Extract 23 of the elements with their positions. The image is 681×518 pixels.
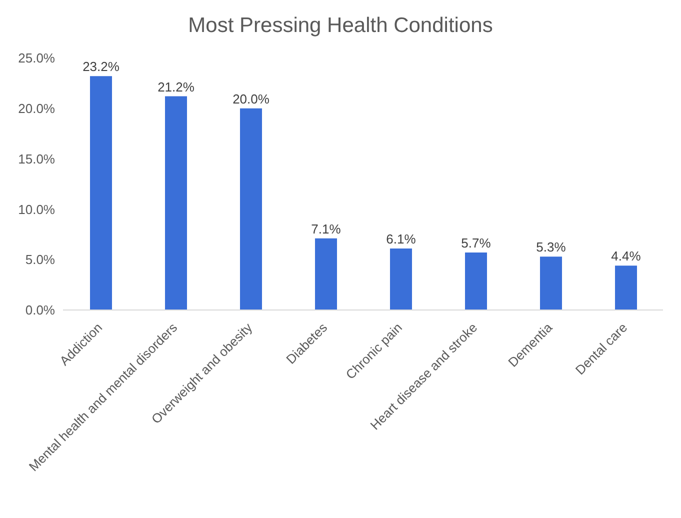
data-label: 6.1% bbox=[386, 232, 416, 247]
bar bbox=[90, 76, 112, 310]
bar bbox=[240, 108, 262, 310]
data-label: 20.0% bbox=[232, 91, 270, 106]
bar bbox=[615, 266, 637, 310]
y-tick-label: 15.0% bbox=[18, 151, 56, 166]
chart-title: Most Pressing Health Conditions bbox=[187, 13, 494, 39]
data-label: 5.7% bbox=[461, 236, 492, 251]
bar bbox=[165, 96, 187, 310]
y-tick-label: 5.0% bbox=[25, 252, 56, 268]
data-label: 5.3% bbox=[536, 240, 566, 255]
data-label: 4.4% bbox=[611, 248, 642, 264]
bar bbox=[540, 256, 562, 310]
data-label: 23.2% bbox=[82, 59, 120, 74]
y-tick-label: 25.0% bbox=[18, 50, 56, 66]
bar bbox=[465, 252, 487, 310]
bar bbox=[315, 238, 337, 310]
y-tick-label: 20.0% bbox=[18, 101, 56, 116]
data-label: 21.2% bbox=[158, 79, 195, 94]
bar bbox=[390, 248, 412, 310]
data-label: 7.1% bbox=[311, 221, 342, 236]
y-tick-label: 0.0% bbox=[25, 302, 56, 318]
y-tick-label: 10.0% bbox=[18, 202, 56, 217]
